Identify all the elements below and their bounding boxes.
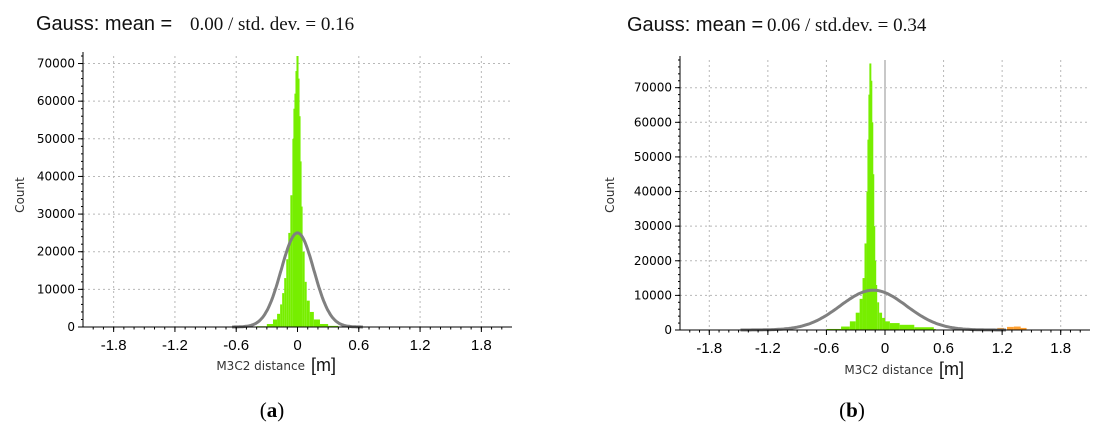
panel-a-x-tick-label-5: 1.2 [410, 337, 431, 354]
panel-a-histogram-bar-4 [280, 304, 283, 327]
panel-a-y-tick-label-1: 10000 [37, 282, 75, 296]
panel-a-x-tick-label-3: 0 [293, 337, 301, 354]
panel-a-histogram-bar-23 [313, 319, 320, 327]
panel-a-caption: (a) [260, 398, 285, 422]
panel-b-x-axis-label: M3C2 distance [844, 363, 933, 377]
panel-a-y-tick-label-3: 30000 [37, 207, 75, 221]
panel-a-x-tick-label-0: -1.8 [101, 337, 127, 354]
panel-a-y-tick-label-5: 50000 [37, 132, 75, 146]
panel-a-x-axis-label: M3C2 distance [216, 359, 305, 373]
panel-a-histogram-bar-12 [294, 93, 297, 327]
panel-b-histogram-bar-5 [862, 278, 865, 330]
panel-a-histogram-bar-25 [328, 325, 339, 327]
panel-a-histogram-bar-3 [277, 313, 281, 327]
panel-b-histogram-bar-19 [882, 317, 885, 330]
panel-a-y-axis-label: Count [13, 177, 27, 213]
panel-a-gauss-curve [232, 231, 363, 329]
panel-b-x-tick-label-4: 0.6 [933, 340, 954, 357]
panel-b-histogram-bar-21 [889, 323, 900, 330]
panel-b-x-tick-label-0: -1.8 [696, 340, 722, 357]
panel-b-y-tick-label-6: 60000 [634, 115, 672, 129]
panel-b: Gauss: mean = 0.06 / std.dev. = 0.34 0 10… [603, 14, 1090, 422]
panel-a-x-tick-label-2: -0.6 [223, 337, 249, 354]
panel-b-plot: 0 10000 20000 30000 40000 50000 60000 70000 -1.8… [634, 56, 1090, 357]
panel-b-histogram-bar-20 [885, 321, 890, 330]
panel-a-histogram-bar-8 [288, 232, 291, 327]
panel-a-histogram-bar-19 [302, 251, 305, 327]
panel-a-title-values: 0.00 / std. dev. = 0.16 [190, 14, 354, 35]
panel-b-histogram-bar-18 [879, 312, 883, 330]
panel-a-y-tick-label-0: 0 [67, 320, 75, 334]
panel-b-title-prefix: Gauss: mean = [627, 14, 763, 36]
panel-b-tail-bar-3 [1007, 326, 1014, 330]
panel-b-y-tick-label-1: 10000 [634, 288, 672, 302]
panel-a-histogram-bar-18 [300, 206, 303, 327]
panel-b-histogram-bar-3 [855, 312, 860, 330]
panel-a: Gauss: mean = 0.00 / std. dev. = 0.16 0 1… [13, 13, 512, 422]
panel-b-y-axis-label: Count [603, 177, 617, 213]
panel-a-plot: 0 10000 20000 30000 40000 50000 60000 70000 -1.8… [37, 52, 512, 354]
panel-b-x-tick-label-6: 1.8 [1050, 340, 1071, 357]
panel-b-histogram-bar-23 [914, 327, 934, 330]
panel-b-y-tick-label-2: 20000 [634, 254, 672, 268]
panel-a-y-tick-label-6: 60000 [37, 94, 75, 108]
panel-a-x-axis-unit: [m] [311, 355, 336, 375]
panel-a-histogram-bar-7 [286, 259, 289, 327]
panel-b-x-tick-label-3: 0 [881, 340, 889, 357]
panel-a-histogram-bar-2 [272, 319, 278, 327]
panel-a-histogram-bar-6 [284, 278, 287, 327]
panel-a-x-tick-label-1: -1.2 [162, 337, 188, 354]
panel-a-x-tick-label-4: 0.6 [348, 337, 369, 354]
panel-b-tail-bar-5 [1019, 327, 1027, 330]
panel-b-y-tick-label-0: 0 [664, 323, 672, 337]
panel-b-y-tick-label-3: 30000 [634, 219, 672, 233]
panel-b-x-tick-label-2: -0.6 [813, 340, 839, 357]
panel-b-histogram-bar-16 [875, 285, 878, 330]
panel-b-caption-letter: b [846, 398, 858, 422]
panel-b-caption: (b) [839, 398, 865, 422]
panel-a-histogram-bar-17 [299, 161, 302, 327]
panel-a-histogram-bar-21 [306, 300, 310, 327]
panel-a-histogram-bar-20 [304, 281, 307, 327]
panel-b-histogram-bar-0 [826, 328, 842, 330]
panel-b-histogram-bar-17 [877, 302, 880, 330]
panel-b-histogram-bar-22 [899, 324, 915, 330]
panel-a-histogram-bar-5 [282, 293, 285, 327]
panel-a-y-tick-label-4: 40000 [37, 169, 75, 183]
panel-a-histogram-bar-22 [309, 311, 314, 327]
panel-a-y-tick-label-7: 70000 [37, 57, 75, 71]
panel-b-x-tick-label-1: -1.2 [755, 340, 781, 357]
panel-a-title-prefix: Gauss: mean = [36, 13, 172, 35]
panel-b-x-axis-unit: [m] [939, 359, 964, 379]
panel-a-histogram-bar-1 [266, 323, 273, 327]
panel-b-y-tick-label-7: 70000 [634, 81, 672, 95]
panel-b-histogram-bar-4 [859, 298, 863, 330]
panel-b-y-tick-label-4: 40000 [634, 185, 672, 199]
panel-b-histogram-bar-6 [864, 243, 867, 330]
panel-b-gauss-curve [740, 288, 1006, 332]
panel-b-histogram-bar-2 [849, 321, 856, 330]
panel-a-y-tick-label-2: 20000 [37, 245, 75, 259]
panel-a-histogram-bar-24 [319, 323, 329, 327]
panel-b-tail-bar-4 [1013, 326, 1021, 330]
panel-b-histogram-bar-1 [841, 326, 850, 330]
panel-a-x-tick-label-6: 1.8 [471, 337, 492, 354]
panel-b-x-tick-label-5: 1.2 [992, 340, 1013, 357]
panel-a-caption-letter: a [267, 398, 278, 422]
panel-b-y-tick-label-5: 50000 [634, 150, 672, 164]
panel-b-title-values: 0.06 / std.dev. = 0.34 [767, 15, 927, 36]
panel-b-histogram-bar-24 [933, 328, 936, 330]
panel-a-histogram-bar-9 [290, 195, 293, 327]
